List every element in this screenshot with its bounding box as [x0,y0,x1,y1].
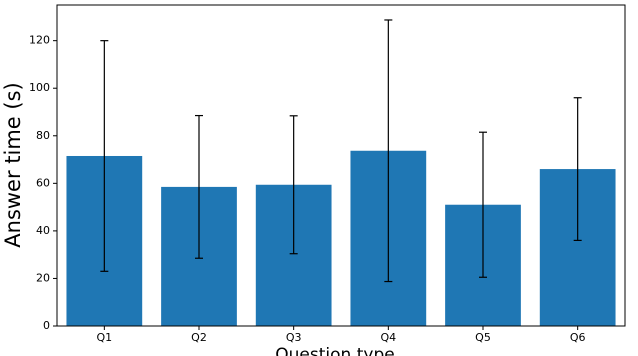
y-tick-label: 100 [29,81,50,94]
y-axis-label: Answer time (s) [1,82,25,247]
x-tick-label: Q2 [191,331,207,344]
y-tick-label: 60 [36,176,50,189]
y-tick-label: 120 [29,34,50,47]
x-tick-label: Q3 [286,331,302,344]
y-tick-label: 20 [36,271,50,284]
plot-frame [56,4,626,327]
x-tick-label: Q5 [475,331,491,344]
y-tick-label: 40 [36,224,50,237]
x-tick-label: Q4 [380,331,396,344]
x-axis-label: Question type [275,345,394,356]
y-tick-label: 80 [36,129,50,142]
x-tick-label: Q6 [570,331,586,344]
y-tick-label: 0 [43,319,50,332]
x-tick-label: Q1 [96,331,112,344]
